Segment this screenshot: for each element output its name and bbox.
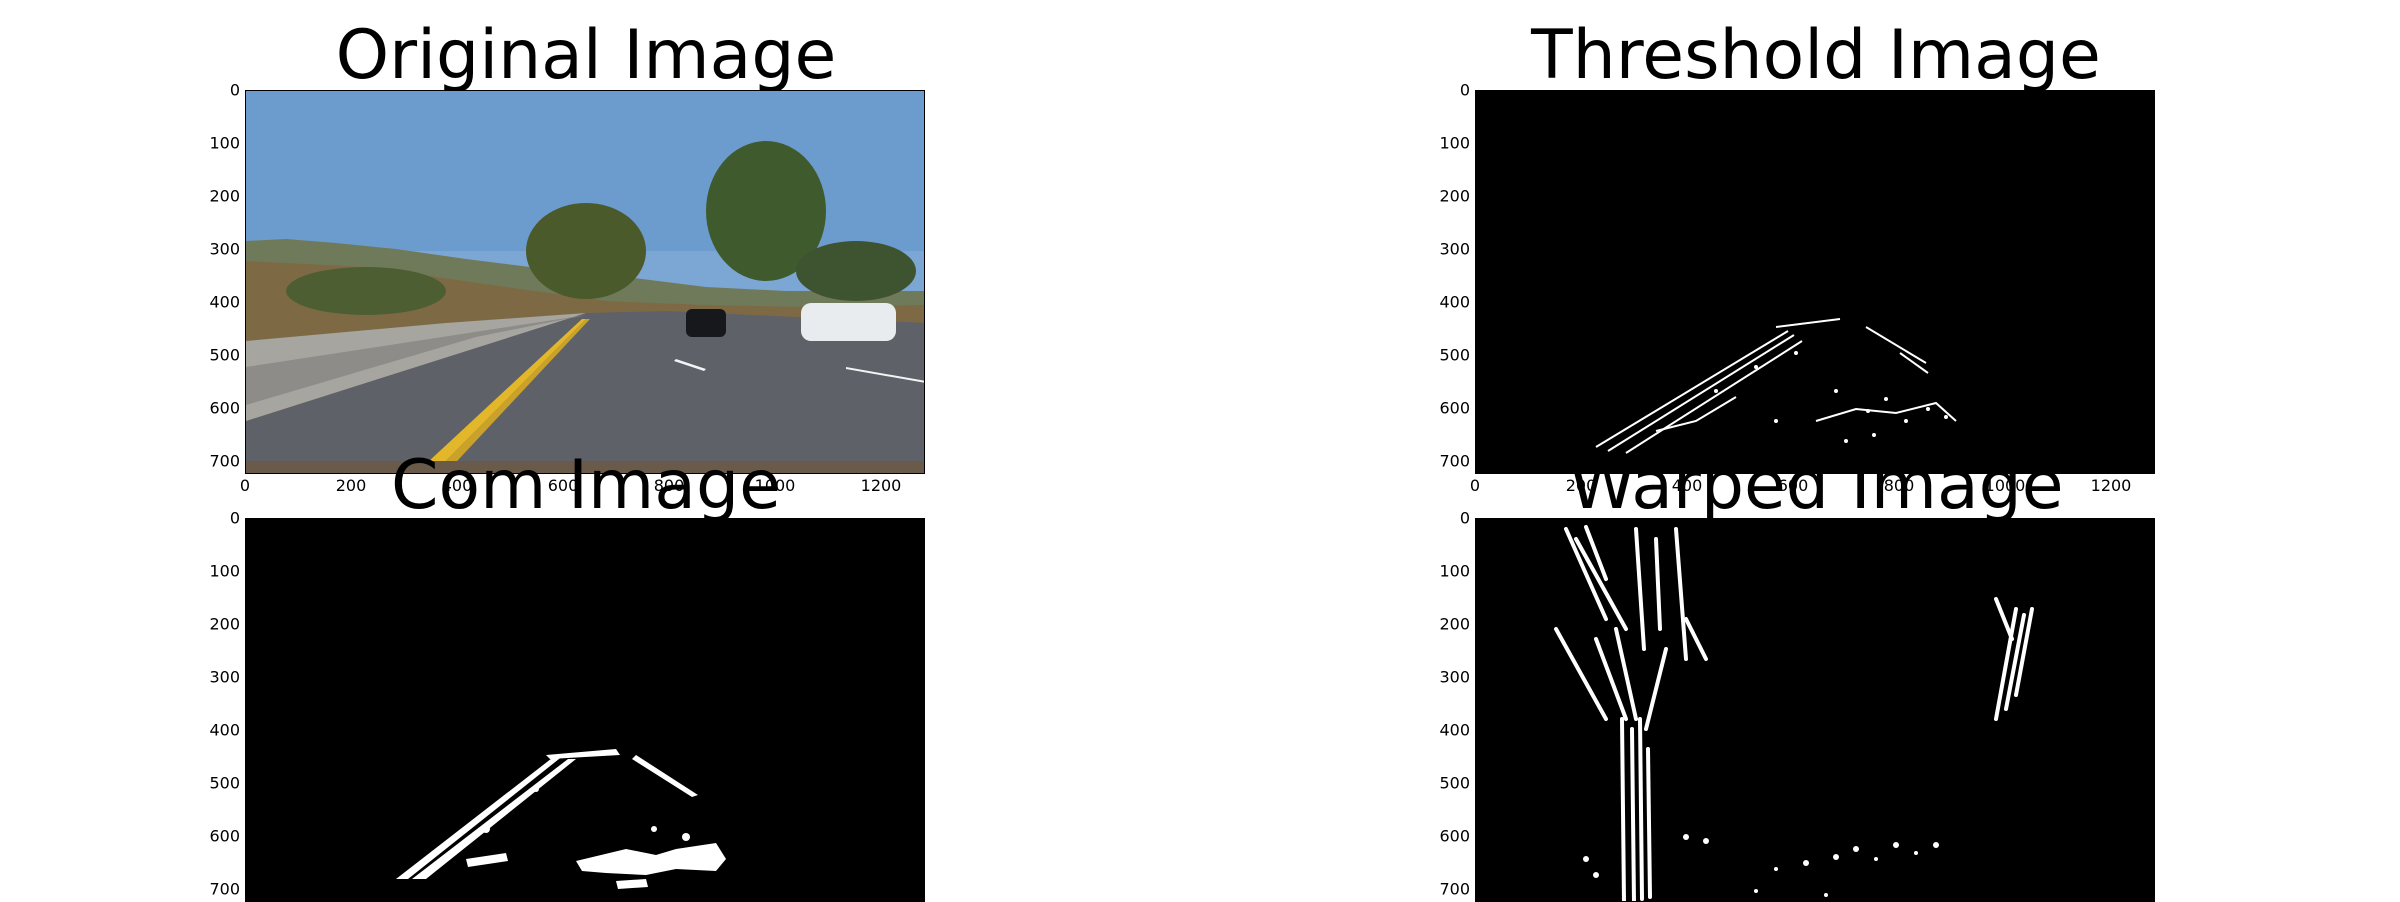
x-tick-label: 800 [653,476,685,495]
y-tick-label: 200 [1439,614,1470,634]
panel-title: Warped Image [1568,446,2064,525]
x-tick-label: 400 [441,476,473,495]
y-tick-label: 400 [1439,292,1470,312]
y-tick-label: 0 [1459,80,1470,100]
x-tick-label: 600 [1777,476,1809,495]
y-tick-label: 100 [209,133,240,153]
y-tick-label: 700 [209,451,240,471]
threshold-image [1475,90,2155,474]
y-tick-label: 500 [1439,345,1470,365]
y-tick-label: 400 [209,720,240,740]
com-image [245,518,925,902]
threshold-image-panel: Threshold Image 0 1 [1230,0,2230,495]
y-tick-label: 300 [209,239,240,259]
y-tick-label: 200 [209,614,240,634]
original-image-panel: Original Image 0 100 200 300 400 [0,0,1000,495]
y-tick-label: 300 [1439,239,1470,259]
original-image [245,90,925,474]
y-tick-label: 0 [1459,508,1470,528]
y-tick-label: 0 [229,508,240,528]
x-tick-label: 600 [547,476,579,495]
y-tick-label: 100 [209,561,240,581]
x-tick-label: 0 [1469,476,1481,495]
y-tick-label: 400 [209,292,240,312]
y-tick-label: 100 [1439,561,1470,581]
y-tick-label: 600 [209,826,240,846]
x-tick-label: 0 [239,476,251,495]
x-tick-label: 1000 [754,476,796,495]
y-tick-label: 200 [1439,186,1470,206]
com-image-panel: Com Image 0 100 200 300 400 500 600 700 [0,430,1000,902]
warped-image-panel: Warped Image [1230,430,2230,902]
y-tick-label: 700 [1439,451,1470,471]
x-tick-label: 1200 [2090,476,2132,495]
x-tick-label: 1000 [1984,476,2026,495]
x-tick-label: 400 [1671,476,1703,495]
x-tick-label: 800 [1883,476,1915,495]
y-tick-label: 100 [1439,133,1470,153]
panel-title: Threshold Image [1531,16,2101,95]
x-tick-label: 1200 [860,476,902,495]
warped-image [1475,518,2155,902]
y-tick-label: 700 [209,879,240,899]
x-tick-label: 200 [1565,476,1597,495]
y-tick-label: 600 [209,398,240,418]
y-tick-label: 400 [1439,720,1470,740]
y-tick-label: 600 [1439,826,1470,846]
panel-title: Com Image [391,446,781,525]
x-tick-label: 200 [335,476,367,495]
y-tick-label: 200 [209,186,240,206]
panel-title: Original Image [335,16,837,95]
y-tick-label: 500 [209,345,240,365]
y-tick-label: 300 [209,667,240,687]
y-tick-label: 300 [1439,667,1470,687]
y-tick-label: 600 [1439,398,1470,418]
y-tick-label: 500 [209,773,240,793]
y-tick-label: 500 [1439,773,1470,793]
y-tick-label: 0 [229,80,240,100]
y-tick-label: 700 [1439,879,1470,899]
